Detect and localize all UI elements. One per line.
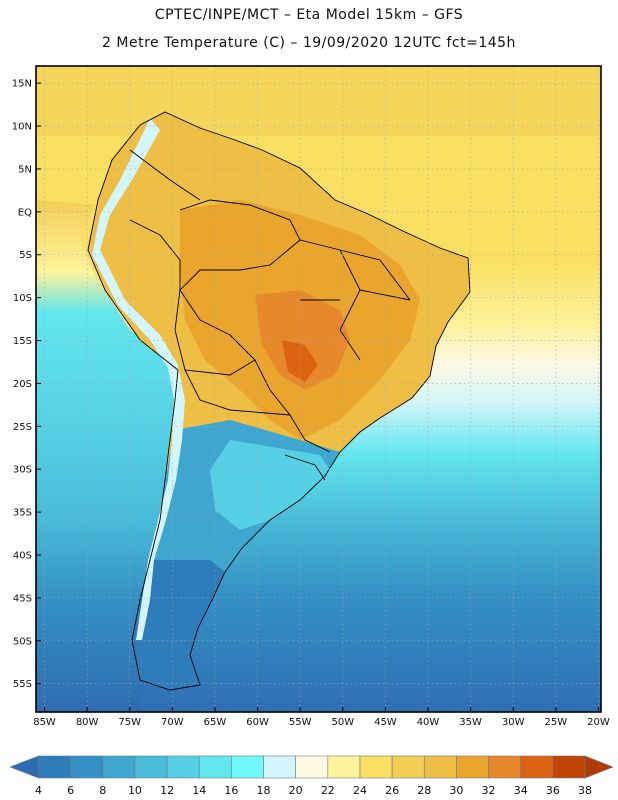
lat-label: 5N (18, 164, 32, 175)
lon-label: 80W (76, 717, 99, 728)
lat-label: 10S (13, 293, 32, 304)
colorbar-tick-label: 6 (67, 784, 74, 797)
lon-label: 55W (289, 717, 312, 728)
lon-label: 75W (118, 717, 141, 728)
colombia-border (129, 149, 201, 201)
peru-border (129, 219, 181, 290)
colorbar-tick-label: 14 (192, 784, 206, 797)
colorbar-swatch (552, 755, 586, 779)
colorbar-swatch (198, 755, 232, 779)
colorbar-swatch (295, 755, 329, 779)
lat-label: 20S (13, 379, 32, 390)
uruguay-border (284, 454, 326, 481)
lat-label: 50S (13, 636, 32, 647)
colorbar-tick-label: 22 (321, 784, 335, 797)
colorbar-arrow-right (584, 755, 614, 779)
colorbar-tick-label: 12 (160, 784, 174, 797)
lon-label: 35W (459, 717, 482, 728)
colorbar-swatch (456, 755, 489, 779)
latitude-labels: 15N 10N 5N EQ 5S 10S 15S 20S 25S 30S 35S 40S 45S 50S 5… (12, 79, 41, 690)
lon-label: 70W (161, 717, 184, 728)
hottest-core (255, 290, 350, 390)
colorbar-swatch (488, 755, 522, 779)
colorbar-tick-label: 20 (289, 784, 303, 797)
lat-label: 40S (13, 551, 32, 562)
colorbar-tick-label: 36 (546, 784, 560, 797)
colorbar-swatch (520, 755, 554, 779)
colorbar-swatch (70, 755, 104, 779)
colorbar-tick-label: 26 (385, 784, 399, 797)
lat-label: 55S (13, 679, 32, 690)
lat-label: 35S (13, 508, 32, 519)
colorbar-tick-label: 4 (35, 784, 42, 797)
lon-label: 40W (417, 717, 440, 728)
colorbar-swatch (166, 755, 200, 779)
lat-label: 30S (13, 465, 32, 476)
lon-label: 60W (246, 717, 269, 728)
colorbar-swatch (423, 755, 457, 779)
colorbar-swatch (391, 755, 425, 779)
lat-label: 15N (12, 79, 32, 90)
colorbar-tick-label: 16 (224, 784, 238, 797)
colorbar-tick-label: 28 (417, 784, 431, 797)
map-frame (35, 65, 602, 713)
brazil-border (179, 199, 331, 453)
colorbar-swatch (359, 755, 393, 779)
lat-label: 15S (13, 336, 32, 347)
lat-label: 25S (13, 422, 32, 433)
colorbar-swatch (231, 755, 264, 779)
colorbar-swatch (263, 755, 296, 779)
colorbar-tick-label: 38 (578, 784, 592, 797)
chart-title-line1: CPTEC/INPE/MCT – Eta Model 15km – GFS (154, 7, 464, 23)
colorbar-swatch (327, 755, 361, 779)
colorbar-tick-label: 34 (514, 784, 528, 797)
colorbar: 4 6 8 10 12 14 16 18 20 22 24 26 28 30 32 34 36 38 (9, 755, 614, 797)
colorbar-tick-label: 32 (482, 784, 496, 797)
lon-label: 50W (331, 717, 354, 728)
coastline (87, 111, 471, 691)
lon-label: 20W (587, 717, 610, 728)
colorbar-swatch (38, 755, 71, 779)
map-field (36, 66, 601, 712)
lat-label: 5S (19, 250, 32, 261)
colorbar-tick-label: 18 (257, 784, 271, 797)
colorbar-tick-label: 8 (99, 784, 106, 797)
north-warm-band (36, 66, 601, 136)
patagonia-field (132, 560, 225, 690)
chart-title-line2: 2 Metre Temperature (C) – 19/09/2020 12U… (102, 35, 516, 51)
lat-label: EQ (18, 207, 32, 218)
longitude-labels: 85W 80W 75W 70W 65W 60W 55W 50W 45W 40W 35W 30W 25W 2… (33, 707, 610, 728)
colorbar-tick-label: 10 (128, 784, 142, 797)
colorbar-tick-label: 30 (449, 784, 463, 797)
colorbar-tick-label: 24 (353, 784, 367, 797)
hottest-spot (282, 340, 318, 382)
lat-label: 45S (13, 593, 32, 604)
colorbar-swatch (134, 755, 168, 779)
lon-label: 30W (502, 717, 525, 728)
lon-label: 45W (374, 717, 397, 728)
lon-label: 25W (545, 717, 568, 728)
lon-label: 65W (204, 717, 227, 728)
brazil-states (299, 239, 411, 361)
lon-label: 85W (33, 717, 56, 728)
colorbar-arrow-left (9, 755, 39, 779)
lat-label: 10N (12, 122, 32, 133)
colorbar-swatch (102, 755, 136, 779)
